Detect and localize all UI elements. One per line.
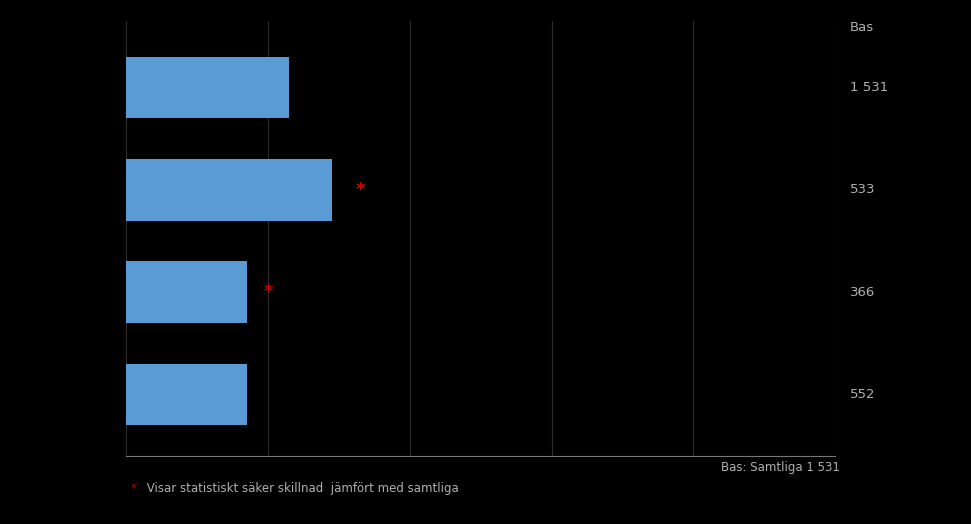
- Text: 552: 552: [850, 388, 875, 401]
- Bar: [126, 57, 289, 118]
- Text: *: *: [355, 181, 365, 199]
- Bar: [126, 261, 247, 323]
- Text: Visar statistiskt säker skillnad  jämfört med samtliga: Visar statistiskt säker skillnad jämfört…: [143, 482, 458, 495]
- Bar: [126, 364, 247, 425]
- Text: 1 531: 1 531: [850, 81, 887, 94]
- Text: 366: 366: [850, 286, 875, 299]
- Text: *: *: [131, 482, 137, 495]
- Text: Bas: Samtliga 1 531: Bas: Samtliga 1 531: [721, 461, 840, 474]
- Text: *: *: [263, 283, 273, 301]
- Text: 533: 533: [850, 183, 875, 196]
- Bar: [126, 159, 332, 221]
- Text: Bas: Bas: [850, 21, 874, 34]
